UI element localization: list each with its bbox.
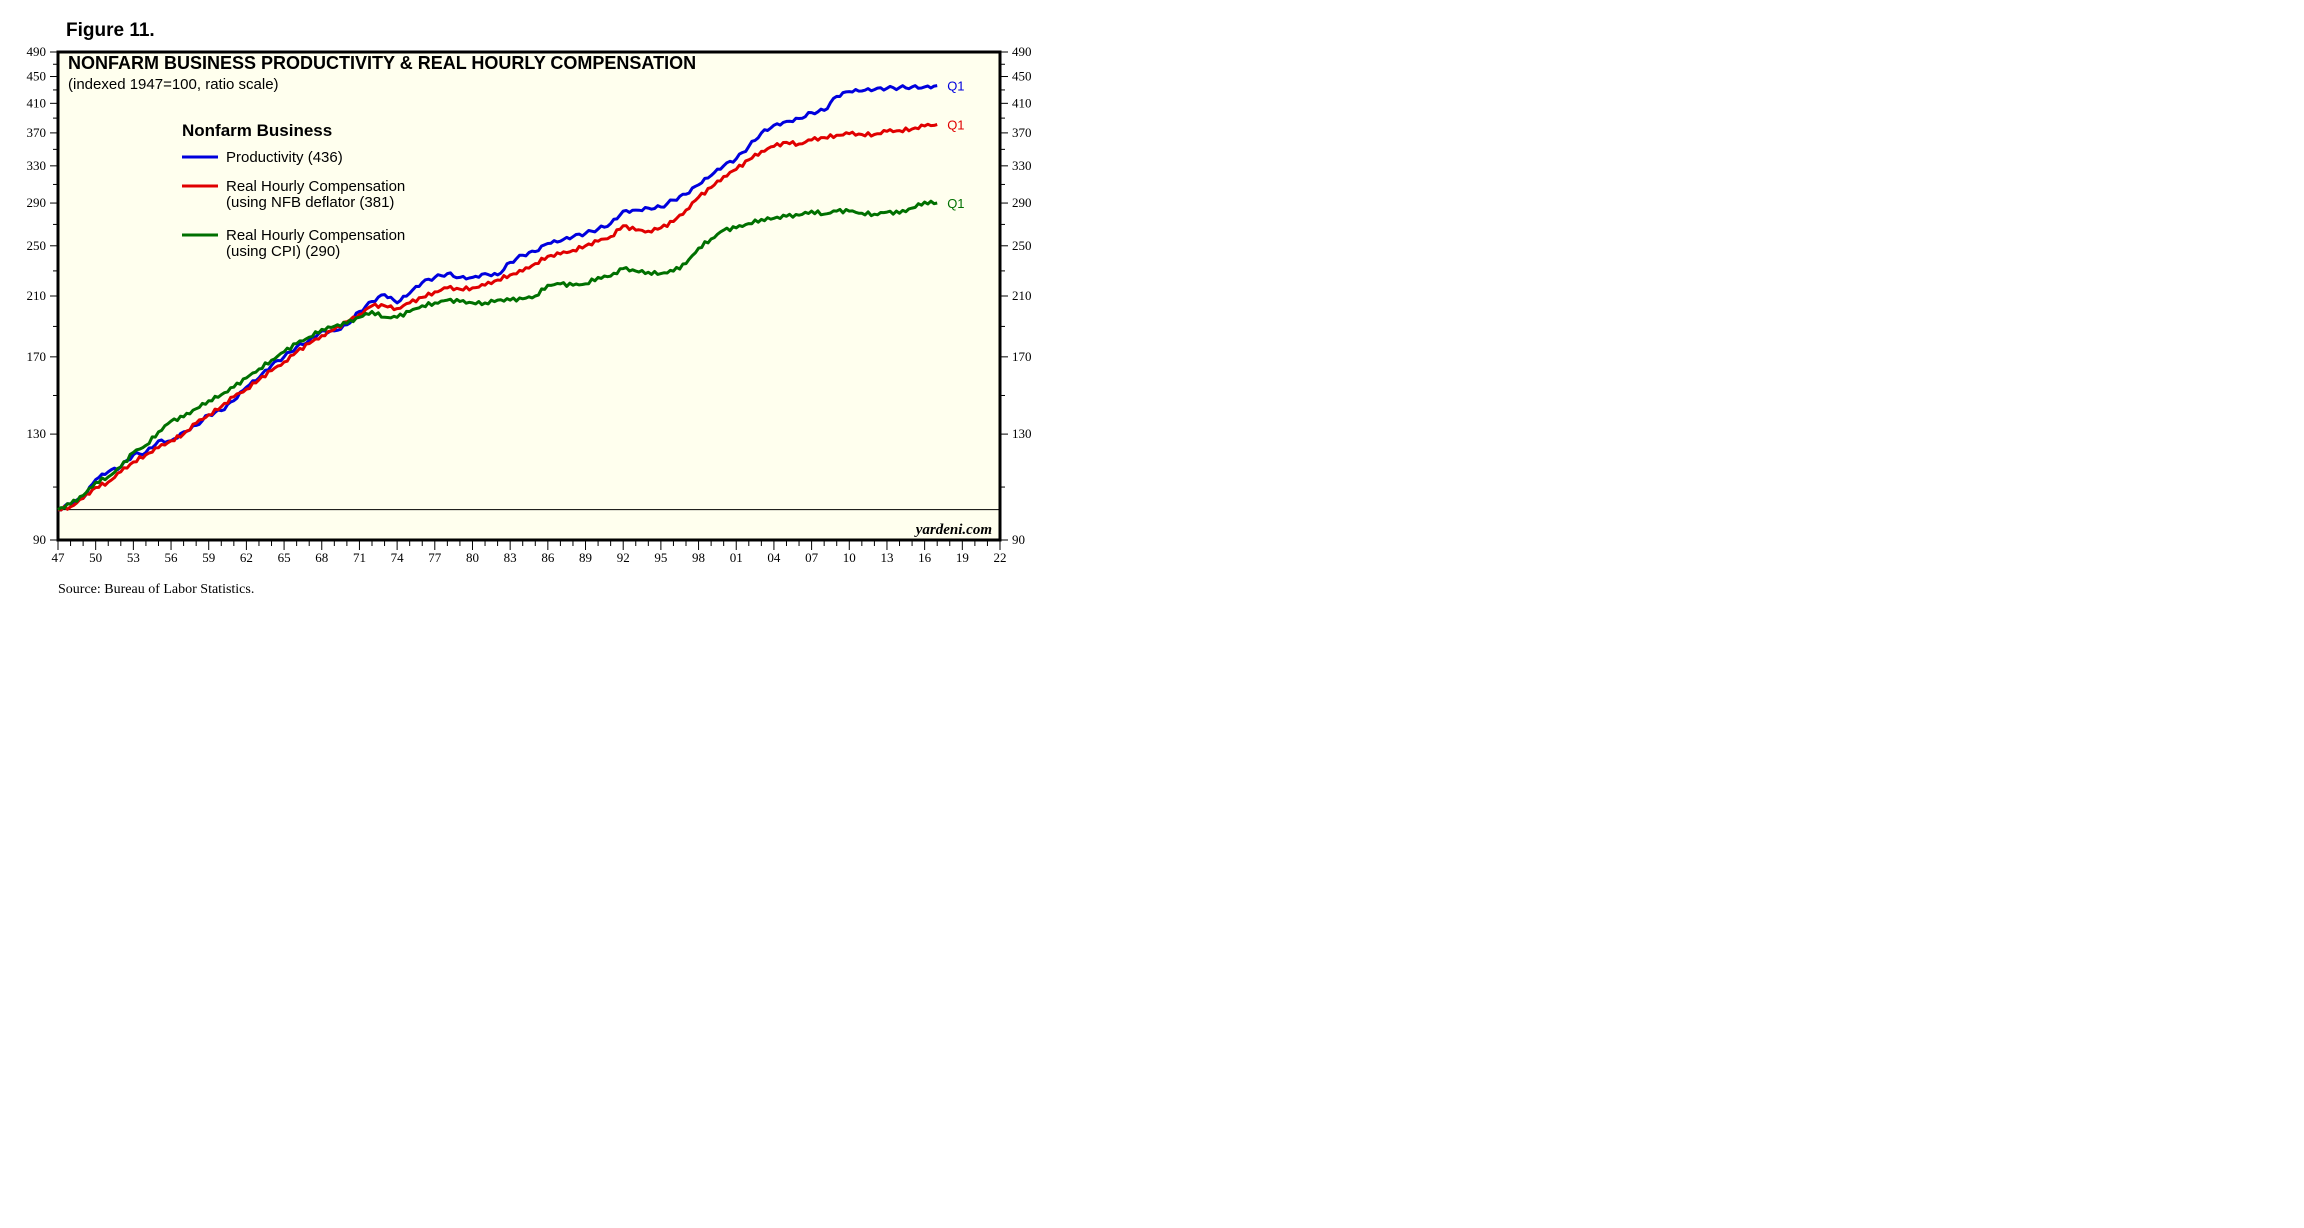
- right-y-tick-label: 410: [1012, 95, 1032, 110]
- x-tick-label: 50: [89, 550, 102, 565]
- series-group: Q1 Q1 Q1: [57, 79, 965, 512]
- legend-label: Real Hourly Compensation: [226, 227, 405, 244]
- watermark: yardeni.com: [914, 522, 992, 538]
- left-y-tick-label: 90: [33, 532, 46, 547]
- chart-title: NONFARM BUSINESS PRODUCTIVITY & REAL HOU…: [68, 53, 696, 73]
- series-line-cpi_compensation: [57, 199, 938, 511]
- x-tick-label: 59: [202, 550, 215, 565]
- right-y-axis: 90 130 170 210 250 290 330 370 410 450 490: [1000, 44, 1032, 547]
- left-y-tick-label: 370: [27, 125, 47, 140]
- left-y-tick-label: 290: [27, 195, 47, 210]
- left-y-tick-label: 410: [27, 95, 47, 110]
- left-y-tick-label: 130: [27, 426, 47, 441]
- x-tick-label: 92: [617, 550, 630, 565]
- right-y-tick-label: 370: [1012, 125, 1032, 140]
- series-end-label: Q1: [947, 196, 964, 211]
- x-tick-label: 04: [767, 550, 781, 565]
- x-tick-label: 19: [956, 550, 969, 565]
- x-tick-label: 68: [315, 550, 328, 565]
- x-tick-label: 86: [541, 550, 555, 565]
- legend-label: Productivity (436): [226, 149, 343, 166]
- series-end-label: Q1: [947, 79, 964, 94]
- x-tick-label: 74: [391, 550, 405, 565]
- right-y-tick-label: 250: [1012, 238, 1032, 253]
- x-tick-label: 07: [805, 550, 819, 565]
- legend-label: Real Hourly Compensation: [226, 178, 405, 195]
- x-tick-label: 10: [843, 550, 856, 565]
- x-tick-label: 98: [692, 550, 705, 565]
- x-tick-label: 53: [127, 550, 140, 565]
- legend-label-line2: (using CPI) (290): [226, 243, 340, 260]
- x-tick-label: 13: [880, 550, 893, 565]
- legend: Productivity (436) Real Hourly Compensati…: [182, 149, 405, 260]
- x-tick-label: 71: [353, 550, 366, 565]
- right-y-tick-label: 490: [1012, 44, 1032, 59]
- x-tick-label: 47: [52, 550, 66, 565]
- x-tick-label: 16: [918, 550, 932, 565]
- x-tick-label: 77: [428, 550, 442, 565]
- series-line-nfb_compensation: [57, 122, 938, 512]
- right-y-tick-label: 170: [1012, 349, 1032, 364]
- x-axis: 47 50 53 56 59 62 65 68 71 74 77 80 83 86 89 92 95 98 01 04…: [52, 540, 1007, 565]
- right-y-tick-label: 90: [1012, 532, 1025, 547]
- x-tick-label: 01: [730, 550, 743, 565]
- x-tick-label: 62: [240, 550, 253, 565]
- figure-label: Figure 11.: [66, 20, 155, 41]
- x-tick-label: 65: [278, 550, 291, 565]
- legend-title: Nonfarm Business: [182, 121, 332, 140]
- x-tick-label: 83: [504, 550, 517, 565]
- left-y-tick-label: 490: [27, 44, 47, 59]
- x-tick-label: 22: [994, 550, 1007, 565]
- left-y-axis: 90 130 170 210 250 290 330 370 410 450 490: [27, 44, 58, 547]
- right-y-tick-label: 130: [1012, 426, 1032, 441]
- legend-label-line2: (using NFB deflator (381): [226, 194, 394, 211]
- chart-subtitle: (indexed 1947=100, ratio scale): [68, 76, 279, 93]
- right-y-tick-label: 210: [1012, 288, 1032, 303]
- right-y-tick-label: 290: [1012, 195, 1032, 210]
- x-tick-label: 56: [165, 550, 179, 565]
- left-y-tick-label: 210: [27, 288, 47, 303]
- x-tick-label: 80: [466, 550, 479, 565]
- left-y-tick-label: 250: [27, 238, 47, 253]
- x-tick-label: 89: [579, 550, 592, 565]
- x-tick-label: 95: [654, 550, 667, 565]
- source-note: Source: Bureau of Labor Statistics.: [58, 582, 255, 597]
- right-y-tick-label: 330: [1012, 158, 1032, 173]
- left-y-tick-label: 170: [27, 349, 47, 364]
- series-end-label: Q1: [947, 117, 964, 132]
- left-y-tick-label: 330: [27, 158, 47, 173]
- right-y-tick-label: 450: [1012, 69, 1032, 84]
- left-y-tick-label: 450: [27, 69, 47, 84]
